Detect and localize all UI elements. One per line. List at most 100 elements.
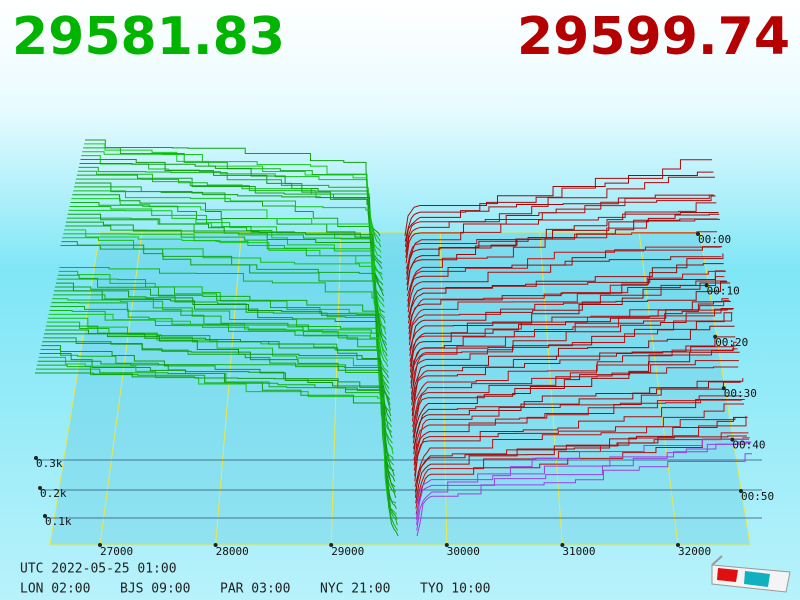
ask-depth-line: [404, 171, 714, 247]
bid-depth-line: [75, 178, 384, 291]
tick-dot: [696, 232, 700, 236]
city-time: LON 02:00: [20, 582, 90, 597]
tick-dot: [713, 334, 718, 339]
ask-depth-line: [404, 159, 712, 237]
price-grid-line: [215, 231, 242, 546]
bid-depth-line: [35, 372, 399, 537]
tick-dot: [730, 437, 735, 442]
depth-tick-label: 0.3k: [36, 457, 63, 470]
time-tick-label: 00:40: [732, 439, 765, 452]
ask-depth-line: [411, 341, 737, 422]
city-time: BJS 09:00: [120, 582, 190, 597]
bid-depth-line: [66, 217, 388, 346]
ask-depth-line: [406, 218, 720, 297]
ask-depth-line: [415, 416, 748, 504]
bid-depth-line: [83, 147, 382, 248]
ask-depth-line: [413, 381, 742, 455]
tick-dot: [739, 489, 743, 493]
ask-depth-line: [412, 351, 740, 444]
ask-depth-line: [412, 366, 739, 433]
tick-dot: [329, 543, 334, 547]
utc-time: UTC 2022-05-25 01:00: [20, 562, 177, 577]
ask-depth-line: [414, 415, 747, 493]
price-tick-label: 27000: [100, 545, 133, 558]
ask-depth-line: [416, 453, 752, 537]
bid-depth-line: [84, 143, 381, 242]
time-tick-label: 00:00: [698, 233, 731, 246]
ask-depth-line: [409, 281, 728, 351]
glasses-icon: [711, 555, 791, 593]
price-grid-line: [330, 231, 342, 546]
price-tick-label: 31000: [562, 545, 595, 558]
time-tick-label: 00:30: [724, 387, 757, 400]
ask-depth-line: [413, 381, 741, 449]
ask-depth-line: [405, 202, 717, 269]
ask-depth-line: [407, 253, 724, 318]
ask-depth-line: [407, 246, 721, 302]
bid-depth-line: [63, 233, 389, 368]
tick-dot: [98, 543, 102, 547]
ask-depth-line: [416, 441, 752, 531]
bid-depth-line: [42, 341, 396, 493]
ask-depth-line: [413, 377, 744, 471]
ask-depth-line: [414, 399, 745, 482]
ask-depth-line: [414, 416, 746, 488]
price-grid-line: [439, 231, 448, 546]
tick-dot: [704, 283, 709, 288]
bid-price: 29581.83: [12, 7, 285, 67]
ask-depth-line: [415, 438, 750, 515]
bid-depth-line: [38, 356, 398, 515]
ask-depth-line: [407, 256, 722, 307]
ask-depth-line: [410, 308, 734, 395]
price-tick-label: 32000: [678, 545, 711, 558]
tick-dot: [213, 543, 218, 547]
ask-depth-line: [407, 246, 723, 313]
ask-depth-line: [414, 403, 744, 477]
city-time: NYC 21:00: [320, 582, 390, 597]
ask-depth-line: [406, 213, 720, 291]
price-tick-label: 30000: [447, 545, 480, 558]
bid-depth-line: [71, 198, 386, 319]
time-tick-label: 00:20: [715, 336, 748, 349]
ask-depth-line: [411, 308, 734, 400]
tick-dot: [721, 386, 726, 391]
ask-depth-line: [409, 300, 730, 367]
tick-dot: [34, 456, 38, 460]
ask-depth-line: [411, 325, 735, 406]
ask-depth-line: [405, 195, 716, 264]
depth-tick-label: 0.2k: [40, 487, 67, 500]
bid-depth-line: [77, 170, 384, 280]
ask-depth-line: [404, 194, 713, 242]
bid-depth-line: [67, 213, 387, 340]
ask-depth-line: [413, 399, 742, 460]
ask-depth-line: [410, 312, 733, 384]
bid-depth-line: [64, 229, 388, 362]
ask-depth-line: [412, 360, 739, 438]
ask-price: 29599.74: [517, 7, 790, 67]
price-tick-label: 29000: [331, 545, 364, 558]
price-grid-line: [99, 231, 143, 546]
ask-depth-line: [409, 298, 729, 362]
city-time: PAR 03:00: [220, 582, 290, 597]
tick-dot: [43, 514, 47, 518]
tick-dot: [676, 543, 680, 547]
depth-lines: [35, 139, 752, 537]
ask-depth-line: [408, 270, 726, 335]
tick-dot: [444, 543, 449, 547]
tick-dot: [38, 486, 42, 490]
city-time: TYO 10:00: [420, 582, 490, 597]
ask-depth-line: [410, 312, 733, 389]
ask-depth-line: [406, 218, 718, 280]
price-tick-label: 28000: [216, 545, 249, 558]
ask-depth-line: [408, 270, 726, 340]
ask-depth-line: [407, 263, 724, 324]
tick-dot: [560, 543, 565, 547]
depth-tick-label: 0.1k: [45, 515, 72, 528]
ask-depth-line: [408, 280, 727, 346]
axis-labels: 27000 28000 29000 30000 31000 32000 0.3k 0.2k 0.…: [34, 232, 774, 558]
ask-depth-line: [405, 176, 715, 258]
ask-depth-line: [409, 282, 731, 373]
time-tick-label: 00:10: [707, 284, 740, 297]
